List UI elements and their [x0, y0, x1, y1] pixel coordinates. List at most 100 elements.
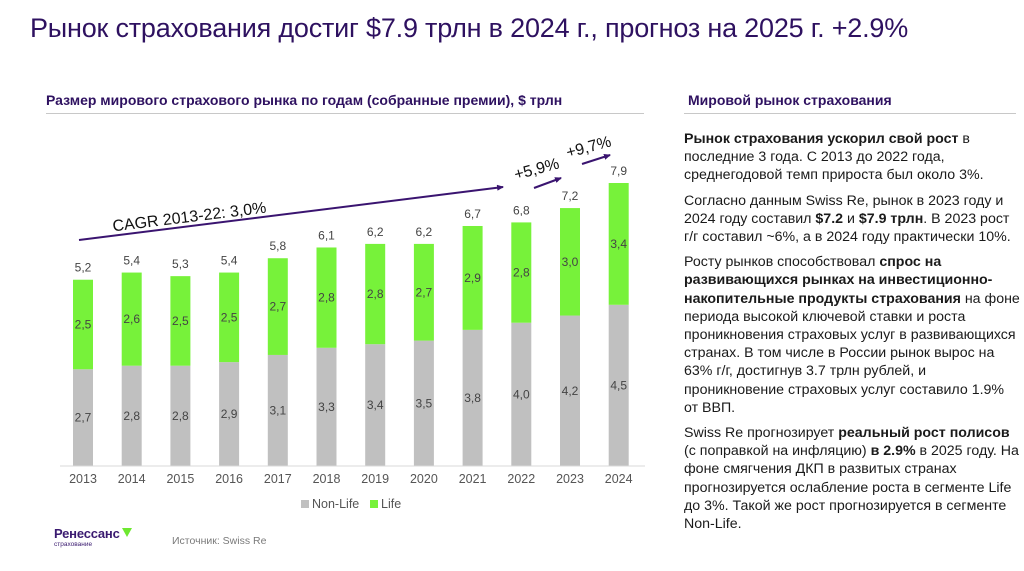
- data-label-life: 2,5: [221, 310, 238, 324]
- data-label-life: 3,0: [562, 255, 579, 269]
- x-tick-label: 2023: [556, 472, 584, 486]
- commentary-bold-text: Рынок страхования ускорил свой рост: [684, 131, 959, 147]
- data-label-non-life: 4,5: [610, 378, 627, 392]
- data-label-life: 2,8: [367, 287, 384, 301]
- bar-life: [413, 243, 434, 341]
- x-tick-label: 2016: [215, 472, 243, 486]
- logo-name: Ренессанс: [54, 526, 120, 541]
- data-label-total: 6,2: [416, 225, 433, 239]
- data-label-total: 6,7: [464, 207, 481, 221]
- bar-non-life: [608, 304, 629, 466]
- commentary-bold-text: в 2.9%: [870, 443, 916, 460]
- x-tick-label: 2013: [69, 472, 97, 486]
- data-label-life: 2,7: [269, 300, 286, 314]
- bar-life: [511, 222, 532, 323]
- data-label-non-life: 4,0: [513, 387, 530, 401]
- x-tick-label: 2022: [507, 472, 535, 486]
- bar-non-life: [462, 329, 483, 466]
- data-label-total: 5,8: [269, 239, 286, 253]
- commentary-text-segment: Росту рынков способствовал: [684, 254, 880, 271]
- data-label-total: 5,4: [221, 254, 238, 268]
- commentary-text-segment: Swiss Re прогнозирует: [684, 425, 839, 442]
- bar-non-life: [267, 354, 288, 466]
- commentary-text-segment: Согласно данным Swiss Re, рынок в 2023 г…: [684, 192, 1004, 227]
- bar-life: [73, 279, 93, 370]
- commentary-bold-text: $7.9 трлн: [858, 210, 924, 227]
- text-section-divider: [684, 113, 1016, 114]
- x-tick-label: 2019: [361, 472, 389, 486]
- annotations-layer: CAGR 2013-22: 3,0% +5,9%+9,7%: [78, 134, 614, 241]
- data-label-total: 5,3: [172, 257, 189, 271]
- data-label-total: 5,4: [123, 254, 140, 268]
- bar-life: [560, 208, 580, 316]
- bar-non-life: [170, 365, 191, 466]
- data-label-non-life: 2,9: [221, 407, 238, 421]
- commentary-text: Рынок страхования ускорил свой рост в по…: [684, 130, 1020, 540]
- data-label-non-life: 3,1: [269, 403, 286, 417]
- growth-arrow-2024: [581, 153, 611, 165]
- data-label-non-life: 2,7: [75, 411, 92, 425]
- bar-non-life: [560, 315, 580, 466]
- bar-life: [608, 183, 629, 305]
- chart-section-title: Размер мирового страхового рынка по года…: [46, 92, 563, 108]
- chart-section-divider: [46, 113, 644, 114]
- growth-arrow-2023: [533, 177, 562, 189]
- bar-life: [219, 272, 240, 363]
- bar-non-life: [365, 344, 386, 466]
- x-tick-label: 2015: [166, 472, 194, 486]
- legend-label-non-life: Non-Life: [312, 497, 359, 511]
- chart-legend: Non-Life Life: [301, 497, 401, 511]
- logo-subtitle: страхование: [54, 541, 93, 548]
- bar-life: [170, 276, 191, 366]
- data-label-life: 2,6: [123, 312, 140, 326]
- x-tick-label: 2017: [264, 472, 292, 486]
- commentary-text-segment: в последние 3 года. С 2013 до 2022 года,…: [684, 131, 984, 184]
- commentary-bold-text: $7.2: [815, 210, 844, 227]
- data-label-life: 2,5: [172, 314, 189, 328]
- x-tick-label: 2018: [313, 472, 341, 486]
- data-label-total: 7,9: [610, 164, 627, 178]
- commentary-paragraph: Swiss Re прогнозирует реальный рост поли…: [684, 424, 1020, 533]
- company-logo: Ренессанс страхование: [54, 526, 132, 548]
- commentary-text-segment: в 2025 году. На фоне смягчения ДКП в раз…: [684, 443, 1019, 533]
- data-label-total: 6,8: [513, 203, 530, 217]
- bar-life: [267, 258, 288, 355]
- data-label-non-life: 2,8: [172, 409, 189, 423]
- x-tick-label: 2020: [410, 472, 438, 486]
- commentary-bold-text: спрос на развивающихся рынках на инвести…: [684, 254, 993, 307]
- source-note: Источник: Swiss Re: [172, 535, 267, 547]
- bar-non-life: [413, 340, 434, 466]
- labels-layer: 2,7 2,5 5,2 2013 2,8 2,6 5,4 2014 2,8 2,5 5,3 2015 2…: [69, 164, 633, 486]
- cagr-annotation: CAGR 2013-22: 3,0%: [112, 200, 268, 236]
- commentary-text-segment: на фоне периода высокой ключевой ставки …: [684, 290, 1020, 416]
- commentary-paragraph: Росту рынков способствовал спрос на разв…: [684, 253, 1020, 417]
- data-label-non-life: 3,3: [318, 400, 335, 414]
- growth-annotation-2023: +5,9%: [513, 156, 562, 184]
- bar-non-life: [73, 369, 93, 466]
- bar-life: [121, 272, 142, 366]
- commentary-bold-text: реальный рост полисов: [838, 425, 1010, 442]
- data-label-total: 7,2: [562, 189, 579, 203]
- bar-non-life: [121, 365, 142, 466]
- data-label-total: 6,2: [367, 225, 384, 239]
- commentary-text-segment: . В 2023 рост г/г составил ~6%, а в 2024…: [684, 210, 1011, 246]
- cagr-arrow: [78, 184, 504, 241]
- bar-life: [365, 243, 386, 345]
- data-label-non-life: 4,2: [562, 384, 579, 398]
- data-label-life: 2,7: [416, 285, 433, 299]
- commentary-paragraph: Согласно данным Swiss Re, рынок в 2023 г…: [684, 192, 1020, 247]
- legend-swatch-non-life: [301, 500, 309, 508]
- logo-triangle-icon: [121, 527, 132, 537]
- data-label-non-life: 3,4: [367, 398, 384, 412]
- growth-annotation-2024: +9,7%: [565, 134, 614, 162]
- data-label-total: 6,1: [318, 228, 335, 242]
- data-label-non-life: 2,8: [123, 409, 140, 423]
- text-section-title: Мировой рынок страхования: [688, 92, 892, 108]
- commentary-text-segment: (с поправкой на инфляцию): [684, 443, 871, 460]
- data-label-non-life: 3,8: [464, 391, 481, 405]
- data-label-life: 2,8: [513, 266, 530, 280]
- data-label-non-life: 3,5: [416, 396, 433, 410]
- page-title: Рынок страхования достиг $7.9 трлн в 202…: [30, 13, 909, 43]
- commentary-paragraph: Рынок страхования ускорил свой рост в по…: [684, 130, 1020, 185]
- bar-non-life: [511, 322, 532, 466]
